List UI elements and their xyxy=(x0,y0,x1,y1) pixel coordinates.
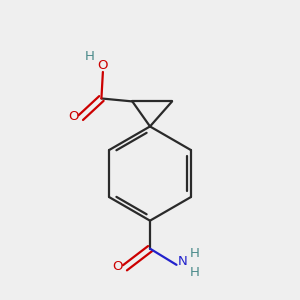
Text: O: O xyxy=(98,59,108,72)
Text: H: H xyxy=(85,50,94,63)
Text: H: H xyxy=(190,247,200,260)
Text: H: H xyxy=(190,266,200,279)
Text: O: O xyxy=(68,110,79,123)
Text: N: N xyxy=(178,255,188,268)
Text: O: O xyxy=(112,260,123,273)
